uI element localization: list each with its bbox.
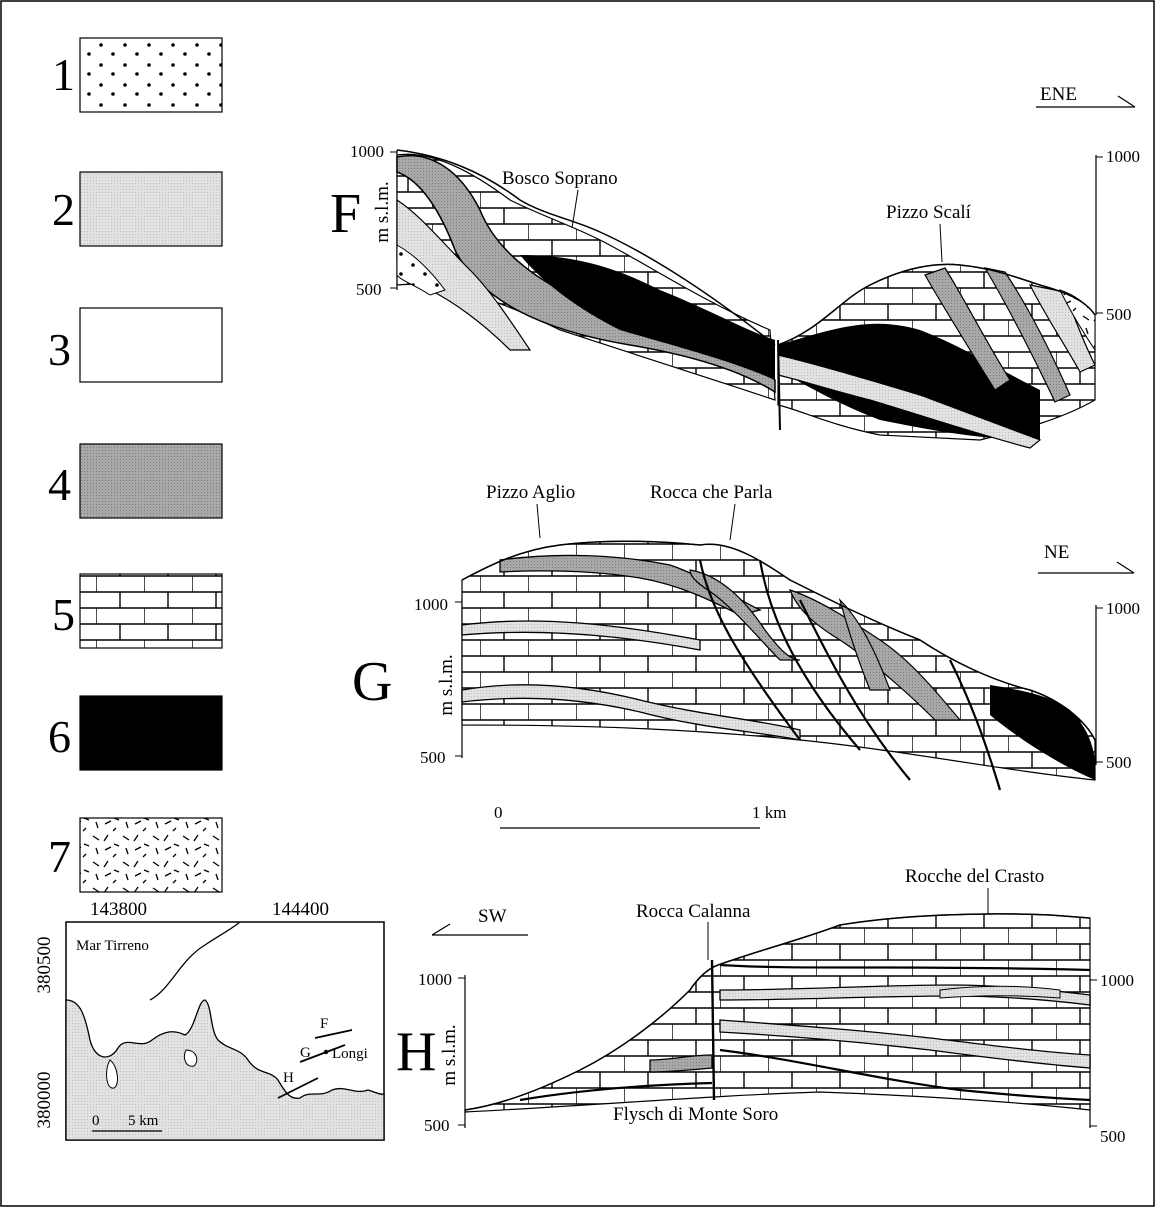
land-area bbox=[65, 999, 385, 1141]
section-letter: H bbox=[396, 1021, 436, 1083]
section-letter: G bbox=[352, 651, 392, 713]
legend-number: 2 bbox=[52, 184, 75, 235]
legend-item-7: 7 bbox=[48, 817, 223, 893]
tick-left: 500 bbox=[424, 1116, 450, 1135]
trace-label-h: H bbox=[283, 1070, 294, 1086]
legend-item-1: 1 bbox=[52, 37, 223, 113]
legend-item-3: 3 bbox=[48, 307, 223, 383]
map-scale-start: 0 bbox=[92, 1113, 100, 1129]
place-label-flysch-di-monte-soro: Flysch di Monte Soro bbox=[613, 1104, 778, 1125]
map-scale-end: 5 km bbox=[128, 1113, 159, 1129]
tick-left: 1000 bbox=[418, 970, 452, 989]
place-label-pizzo-scali: Pizzo Scalí bbox=[886, 202, 972, 223]
legend: 1 2 3 4 5 6 7 bbox=[48, 37, 223, 893]
axis-label: m s.l.m. bbox=[436, 654, 457, 715]
tick-left: 500 bbox=[420, 748, 446, 767]
tick-right: 1000 bbox=[1106, 599, 1140, 618]
legend-number: 3 bbox=[48, 324, 71, 375]
tick-right: 1000 bbox=[1106, 147, 1140, 166]
section-letter: F bbox=[330, 183, 361, 245]
axis-label: m s.l.m. bbox=[372, 181, 393, 242]
legend-number: 7 bbox=[48, 831, 71, 882]
section-g-scale-bar: 0 1 km bbox=[494, 803, 786, 829]
trace-label-g: G bbox=[300, 1045, 311, 1061]
sea-label: Mar Tirreno bbox=[76, 938, 149, 954]
tick-right: 1000 bbox=[1100, 971, 1134, 990]
trace-label-f: F bbox=[320, 1016, 328, 1032]
location-map: 143800 144400 380500 380000 Mar Tirreno … bbox=[34, 899, 385, 1141]
legend-number: 5 bbox=[52, 589, 75, 640]
legend-item-6: 6 bbox=[48, 695, 223, 771]
legend-number: 4 bbox=[48, 459, 71, 510]
place-label-rocca-che-parla: Rocca che Parla bbox=[650, 482, 773, 503]
coastline-north bbox=[149, 921, 241, 1001]
tick-right: 500 bbox=[1106, 753, 1132, 772]
place-label-rocca-calanna: Rocca Calanna bbox=[636, 901, 751, 922]
scale-start: 0 bbox=[494, 803, 503, 822]
direction-label: ENE bbox=[1040, 84, 1077, 105]
tick-left: 1000 bbox=[350, 142, 384, 161]
map-y-coord: 380000 bbox=[34, 1072, 55, 1129]
legend-item-5: 5 bbox=[52, 573, 223, 649]
tick-left: 1000 bbox=[414, 595, 448, 614]
direction-label: SW bbox=[478, 906, 507, 927]
place-label-rocche-del-crasto: Rocche del Crasto bbox=[905, 866, 1044, 887]
tick-right: 500 bbox=[1106, 305, 1132, 324]
tick-right: 500 bbox=[1100, 1127, 1126, 1146]
town-label: Longi bbox=[332, 1046, 368, 1062]
tick-left: 500 bbox=[356, 280, 382, 299]
section-g: G m s.l.m. 1000 500 1000 500 NE bbox=[352, 482, 1140, 829]
direction-label: NE bbox=[1044, 542, 1069, 563]
section-f: F m s.l.m. 1000 500 1000 500 ENE bbox=[330, 84, 1140, 449]
place-label-pizzo-aglio: Pizzo Aglio bbox=[486, 482, 575, 503]
scale-end: 1 km bbox=[752, 803, 786, 822]
map-x-coord: 144400 bbox=[272, 899, 329, 920]
section-h: H m s.l.m. 1000 500 1000 500 SW Rocche d… bbox=[396, 866, 1134, 1146]
legend-item-2: 2 bbox=[52, 171, 223, 247]
legend-number: 6 bbox=[48, 711, 71, 762]
map-x-coord: 143800 bbox=[90, 899, 147, 920]
place-label-bosco-soprano: Bosco Soprano bbox=[502, 168, 618, 189]
legend-item-4: 4 bbox=[48, 443, 223, 519]
map-y-coord: 380500 bbox=[34, 937, 55, 994]
axis-label: m s.l.m. bbox=[439, 1024, 460, 1085]
legend-number: 1 bbox=[52, 49, 75, 100]
